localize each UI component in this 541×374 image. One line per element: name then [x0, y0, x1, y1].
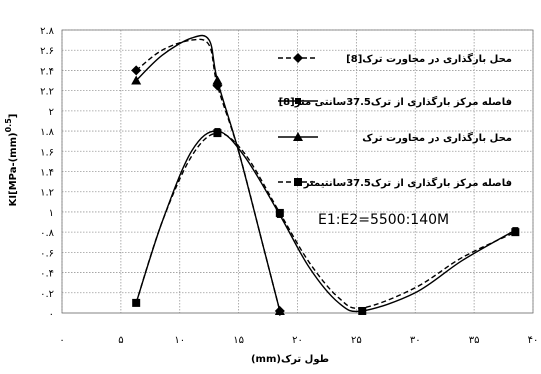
x-tick-label: ۲۵ — [351, 335, 362, 346]
series-line — [135, 132, 516, 310]
y-tick-label: ۲.۴ — [40, 66, 54, 77]
legend-swatch-marker — [295, 98, 301, 104]
y-tick-label: ۲.۸ — [40, 26, 55, 37]
x-tick-label: ۲۰ — [292, 335, 303, 346]
y-tick-label: ۱.۴ — [40, 168, 54, 179]
legend-label: فاصله مرکز بارگذاری از ترک37.5سانتی متر[… — [279, 95, 512, 108]
legend-entry-2: فاصله مرکز بارگذاری از ترک37.5سانتی متر[… — [278, 95, 512, 108]
y-tick-label: ۱ — [49, 208, 54, 219]
data-point — [358, 306, 367, 315]
plot-border — [61, 29, 534, 314]
x-tick-label: ۴۰ — [528, 335, 539, 346]
legend-swatch-marker — [293, 132, 303, 141]
x-axis-title: طول ترک(mm) — [251, 354, 329, 365]
data-point — [511, 228, 520, 237]
y-tick-label: ۲ — [49, 107, 54, 118]
legend-entry-1: محل بارگذاری در مجاورت ترک[8] — [278, 52, 512, 65]
data-point — [275, 208, 284, 217]
y-tick-label: ۰.۴ — [40, 269, 54, 280]
y-tick-label: ۰.۸ — [40, 228, 55, 239]
y-tick-labels: ۰ ۰.۲ ۰.۴ ۰.۶ ۰.۸ ۱ ۱.۲ ۱.۴ ۱.۶ ۱.۸ ۲ ۲.۲ ۲.۴ ۲.۶ ۲.۸ — [40, 26, 55, 320]
y-tick-label: ۰ — [49, 309, 54, 320]
x-tick-label: ۳۵ — [469, 335, 480, 346]
x-tick-label: ۵ — [118, 335, 123, 346]
x-tick-label: ۱۰ — [174, 335, 185, 346]
y-axis-title: KI[MPa-(mm)0.5] — [4, 114, 19, 207]
x-tick-label: ۱۵ — [233, 335, 244, 346]
legend-label: فاصله مرکز بارگذاری از ترک37.5سانتیمتر — [303, 176, 512, 189]
annotation-modulus-ratio: E1:E2=5500:140M — [318, 212, 449, 228]
data-point — [274, 305, 285, 315]
y-tick-label: ۰.۶ — [40, 248, 54, 259]
y-tick-label: ۱.۶ — [40, 147, 54, 158]
data-point — [131, 75, 142, 85]
series-3 — [131, 34, 285, 315]
x-tick-label: ۰ — [59, 335, 64, 346]
data-point — [131, 65, 142, 76]
y-tick-label: ۱.۸ — [40, 127, 55, 138]
series-layer — [131, 34, 520, 316]
y-axis-title-exponent: 0.5 — [4, 118, 13, 133]
y-tick-label: ۱.۲ — [40, 188, 54, 199]
data-point — [132, 298, 141, 307]
x-tick-labels: ۰ ۵ ۱۰ ۱۵ ۲۰ ۲۵ ۳۰ ۳۵ ۴۰ — [59, 335, 538, 346]
legend-swatch-marker — [293, 53, 303, 63]
legend-label: محل بارگذاری در مجاورت ترک[8] — [346, 52, 512, 65]
legend-swatch-marker — [294, 178, 302, 186]
data-point — [212, 75, 223, 85]
series-line — [135, 130, 516, 313]
y-tick-label: ۲.۲ — [40, 87, 54, 98]
series-line — [135, 38, 281, 312]
y-tick-label: ۲.۶ — [40, 46, 54, 57]
y-axis-title-end: ] — [8, 114, 19, 119]
legend-entry-4: فاصله مرکز بارگذاری از ترک37.5سانتیمتر — [278, 176, 512, 189]
legend-label: محل بارگذاری در مجاورت ترک — [362, 131, 512, 144]
gridlines — [61, 29, 534, 314]
series-4 — [132, 129, 520, 315]
legend-entry-3: محل بارگذاری در مجاورت ترک — [278, 131, 512, 144]
series-line — [135, 34, 281, 312]
y-tick-label: ۰.۲ — [40, 289, 54, 300]
legend: محل بارگذاری در مجاورت ترک[8] فاصله مرکز … — [278, 52, 512, 189]
data-point — [213, 129, 222, 138]
x-tick-label: ۳۰ — [410, 335, 421, 346]
y-axis-title-base: KI[MPa-(mm) — [8, 132, 19, 206]
